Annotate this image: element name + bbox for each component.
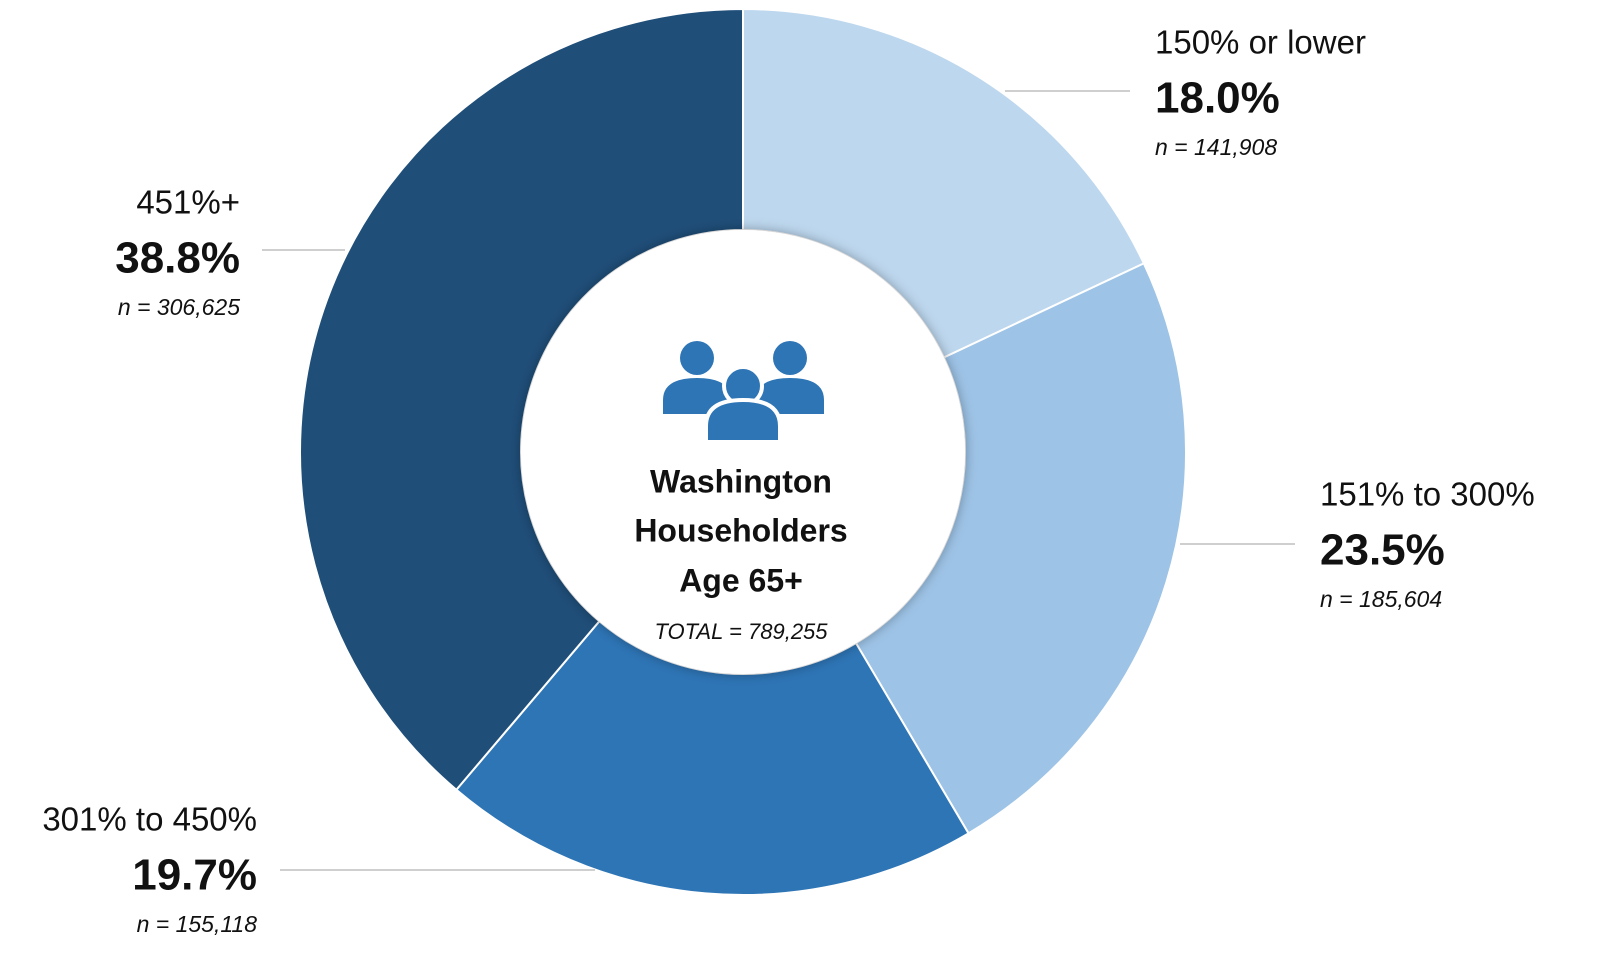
- count-label: n = 185,604: [1320, 586, 1442, 612]
- category-label: 150% or lower: [1155, 24, 1366, 61]
- category-label: 151% to 300%: [1320, 476, 1535, 513]
- count-label: n = 306,625: [118, 294, 240, 320]
- category-label: 301% to 450%: [42, 801, 257, 838]
- value-label: 23.5%: [1320, 526, 1445, 575]
- value-label: 38.8%: [115, 234, 240, 283]
- people-icon: [663, 341, 824, 444]
- center-circle: [521, 230, 965, 674]
- center-title: Age 65+: [679, 562, 803, 598]
- category-label: 451%+: [136, 184, 240, 221]
- center-title: Householders: [634, 512, 847, 548]
- value-label: 18.0%: [1155, 74, 1280, 123]
- center-title: Washington: [650, 463, 832, 499]
- slices: [299, 7, 1187, 896]
- count-label: n = 155,118: [137, 911, 258, 937]
- value-label: 19.7%: [132, 851, 257, 900]
- count-label: n = 141,908: [1155, 134, 1277, 160]
- center-total: TOTAL = 789,255: [654, 619, 828, 644]
